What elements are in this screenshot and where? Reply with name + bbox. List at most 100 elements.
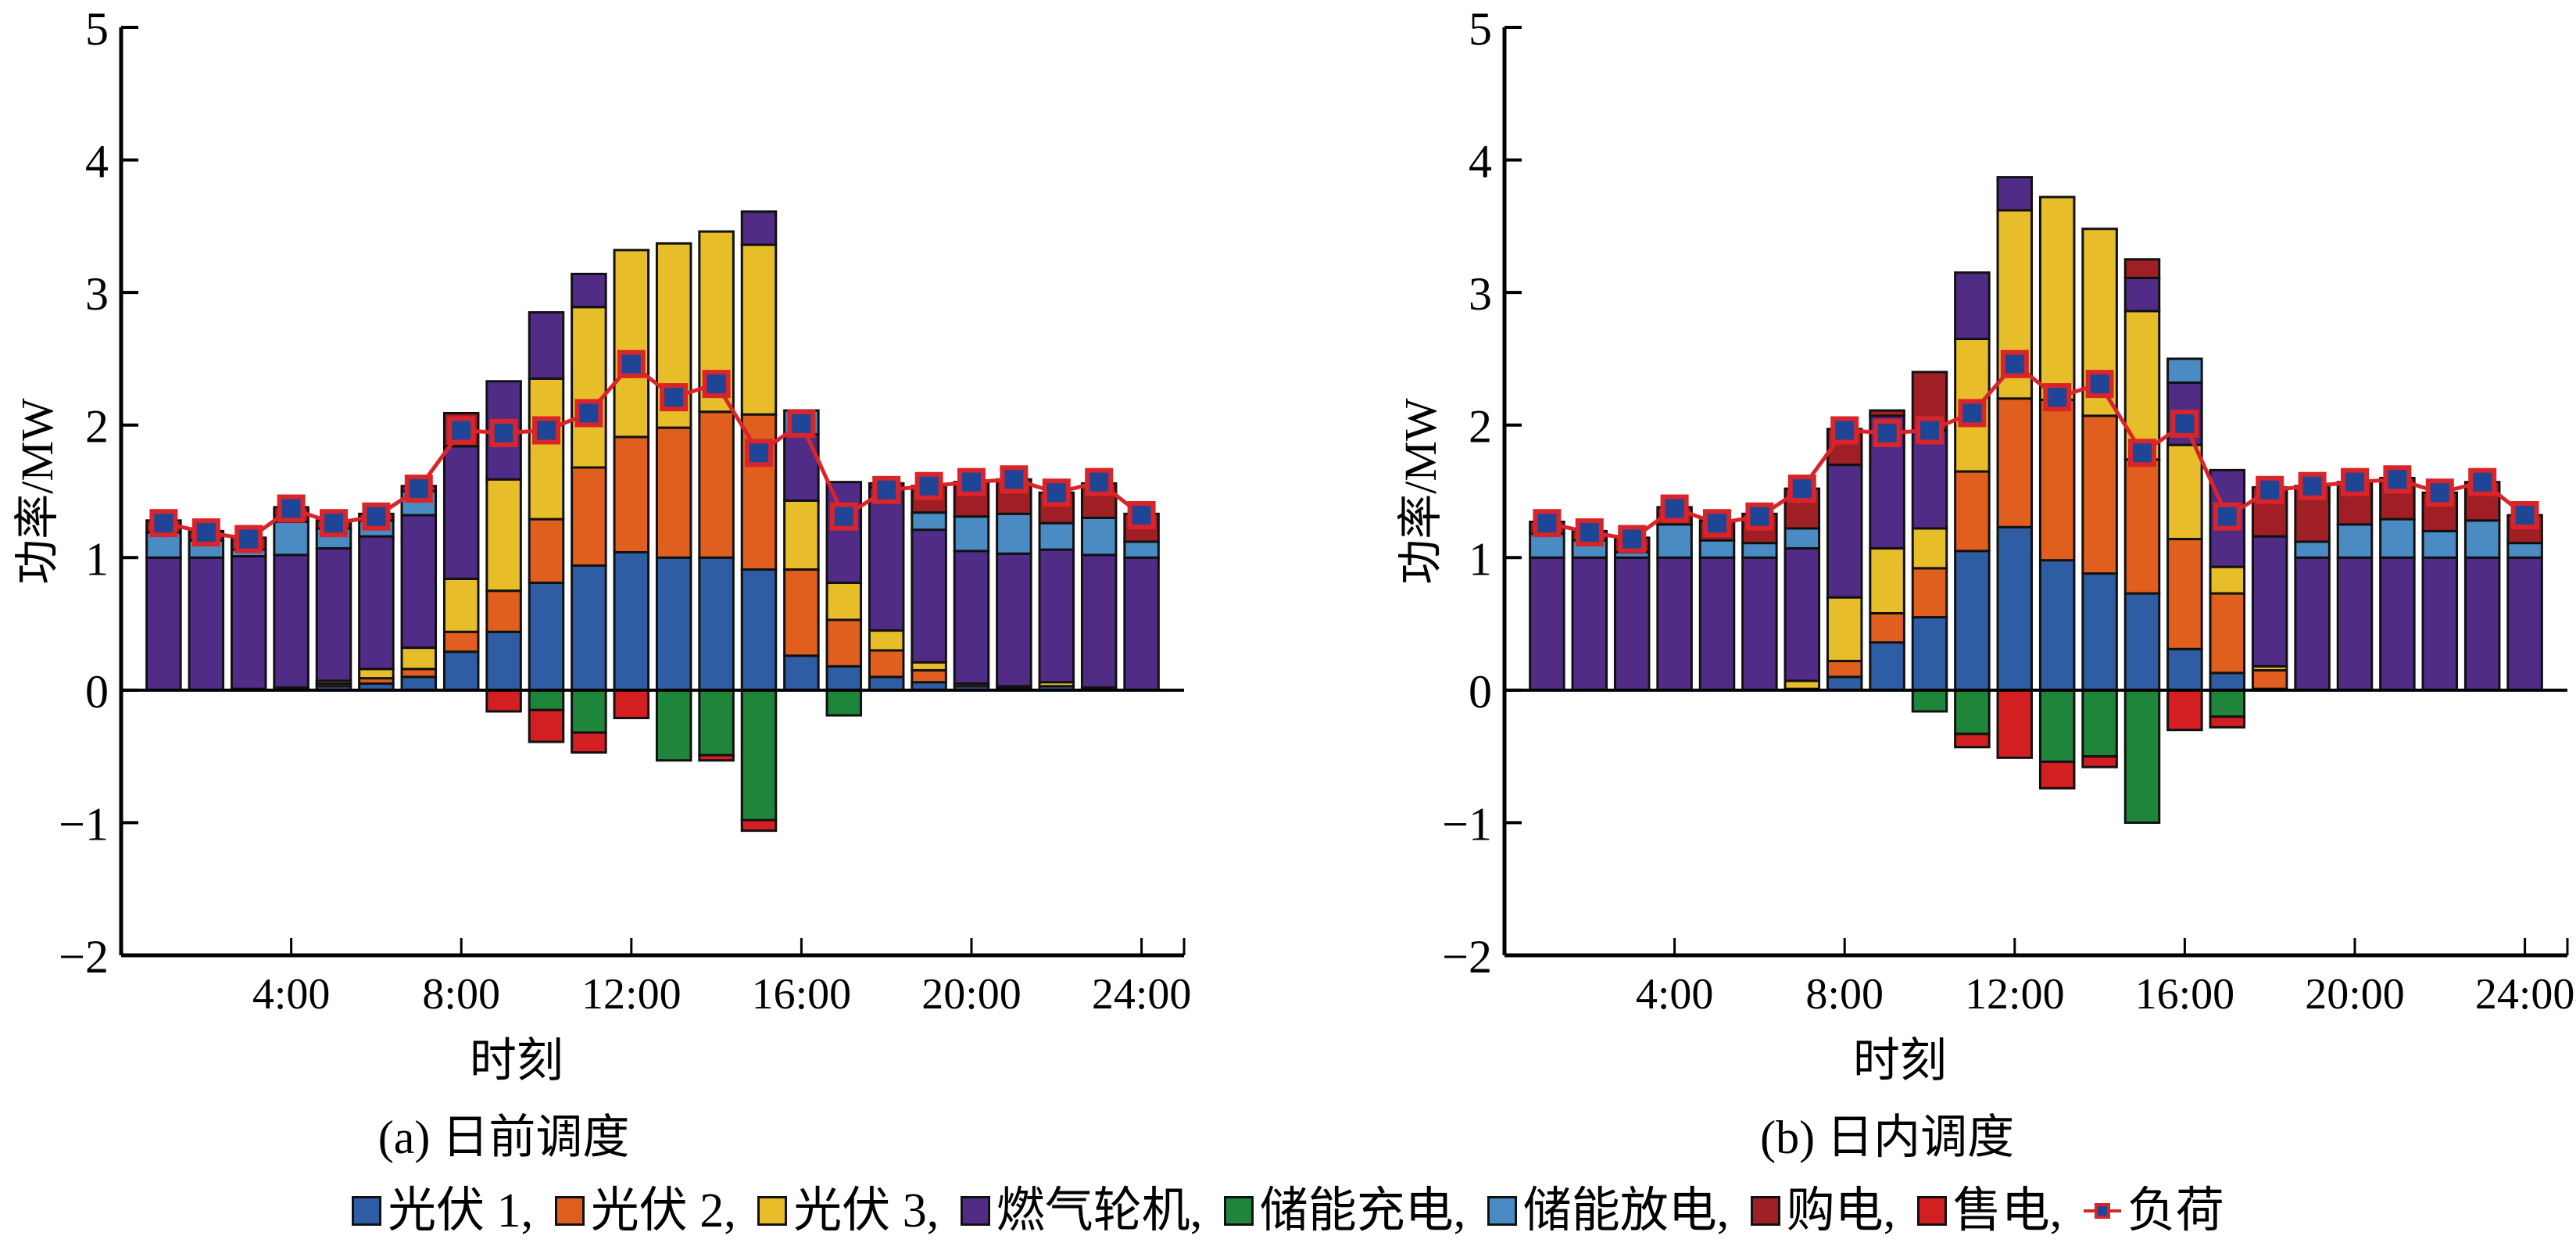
load-point	[1873, 418, 1902, 447]
bar-pv3	[571, 306, 607, 469]
bar-pv3	[1869, 546, 1905, 615]
bar-pv3	[1826, 596, 1863, 663]
bar-pv1	[2209, 672, 2246, 692]
bar-pv3	[2166, 443, 2203, 541]
bar-pv1	[613, 551, 650, 692]
load-point	[149, 509, 178, 538]
bar-pv1	[528, 582, 565, 692]
y-tick-label: −1	[1442, 798, 1492, 850]
legend-item-gas-turbine: 燃气轮机,	[960, 1180, 1202, 1242]
bar-charge	[825, 689, 863, 717]
bar-sell	[740, 818, 778, 833]
x-tick-label: 4:00	[1636, 970, 1714, 1019]
bar-pv1	[485, 630, 522, 692]
bar-gt	[1123, 556, 1160, 692]
bar-pv1	[1911, 616, 1948, 692]
bar-pv2	[2251, 668, 2288, 690]
load-point	[2000, 349, 2029, 378]
bar-pv2	[2209, 592, 2246, 675]
bar-pv3	[740, 243, 778, 416]
legend-label: 购电,	[1786, 1184, 1896, 1237]
bar-pv2	[2081, 414, 2118, 575]
bar-pv2	[442, 630, 480, 654]
bar-buy	[1869, 409, 1905, 417]
bar-pv1	[442, 650, 480, 692]
legend-item-buy: 购电,	[1750, 1180, 1896, 1242]
bar-pv1	[1996, 525, 2034, 692]
bar-gt	[1741, 556, 1778, 692]
load-series	[1533, 349, 2539, 553]
bar-pv2	[655, 426, 692, 559]
load-point	[2256, 475, 2284, 504]
load-point	[574, 399, 603, 428]
bar-charge	[1954, 689, 1991, 736]
bar-gt	[2463, 556, 2501, 692]
bar-sell	[1996, 689, 2034, 759]
load-point	[1660, 494, 1689, 523]
y-tick-label: −2	[1442, 931, 1492, 983]
load-point	[702, 370, 731, 399]
bar-pv1	[783, 654, 820, 692]
load-point	[914, 471, 943, 500]
bar-gt	[868, 485, 905, 632]
bar-sell	[2081, 755, 2118, 768]
bar-discharge	[996, 512, 1032, 555]
bar-pv2	[868, 649, 905, 679]
axes: −2 −1 0 1 2 3 4 5 4:00 8:00 12:00 16:00 20:00 24:00	[1442, 3, 2574, 1019]
x-tick-label: 12:00	[1965, 970, 2065, 1019]
legend: 光伏 1, 光伏 2, 光伏 3, 燃气轮机, 储能充电, 储能放电, 购电, …	[0, 1179, 2576, 1242]
axes: −2 −1 0 1 2 3 4 5 4:00 8:00 12:00 16:00 20:00 24:00	[59, 3, 1191, 1019]
load-point	[1533, 509, 1562, 538]
load-point	[447, 416, 476, 445]
bar-sell	[2038, 760, 2076, 790]
bar-pv1	[868, 675, 905, 692]
load-point	[2043, 383, 2072, 412]
y-tick-label: 2	[1469, 401, 1492, 453]
bar-discharge	[1698, 539, 1736, 559]
bar-gt	[911, 528, 947, 664]
bar-sell	[2166, 689, 2203, 732]
bar-discharge	[273, 521, 309, 557]
x-tick-label: 12:00	[581, 970, 682, 1019]
bar-pv1	[1869, 641, 1905, 692]
bar-charge	[655, 689, 692, 762]
bar-gt	[2123, 276, 2161, 313]
legend-item-load: 负荷	[2083, 1180, 2224, 1242]
bar-pv2	[825, 618, 863, 668]
y-tick-label: −2	[59, 931, 109, 983]
bar-gt	[2294, 556, 2331, 692]
x-tick-label: 24:00	[1092, 970, 1192, 1019]
load-point	[191, 518, 220, 547]
load-point	[1830, 416, 1859, 445]
legend-label: 光伏 2,	[590, 1184, 736, 1237]
load-point	[2170, 410, 2199, 439]
bar-pv2	[1826, 660, 1863, 679]
panel-title: (b) 日内调度	[1760, 1112, 2014, 1163]
bar-gt	[2421, 556, 2459, 692]
bar-sell	[613, 689, 650, 719]
bar-sell	[2209, 715, 2246, 729]
bar-pv3	[442, 577, 480, 633]
x-tick-label: 8:00	[1805, 970, 1884, 1019]
y-tick-label: 1	[1469, 533, 1492, 585]
bar-discharge	[2379, 518, 2416, 559]
legend-swatch-sell	[1916, 1196, 1947, 1226]
load-line	[163, 361, 1143, 542]
load-point	[277, 494, 306, 523]
bar-charge	[528, 689, 565, 711]
bar-gt	[442, 445, 480, 580]
bar-gt	[528, 311, 565, 380]
legend-label: 储能充电,	[1259, 1184, 1466, 1237]
bar-sell	[698, 754, 735, 762]
bar-pv3	[783, 499, 820, 571]
load-point	[1958, 399, 1987, 428]
bar-gt	[571, 272, 607, 309]
load-point	[404, 475, 433, 503]
bar-discharge	[2294, 540, 2331, 559]
x-tick-label: 24:00	[2475, 970, 2575, 1019]
bar-gt	[2379, 556, 2416, 692]
bar-pv1	[400, 675, 438, 692]
bar-pv3	[2209, 565, 2246, 595]
bar-gt	[1784, 546, 1821, 682]
legend-swatch-storage-charge	[1223, 1196, 1254, 1226]
